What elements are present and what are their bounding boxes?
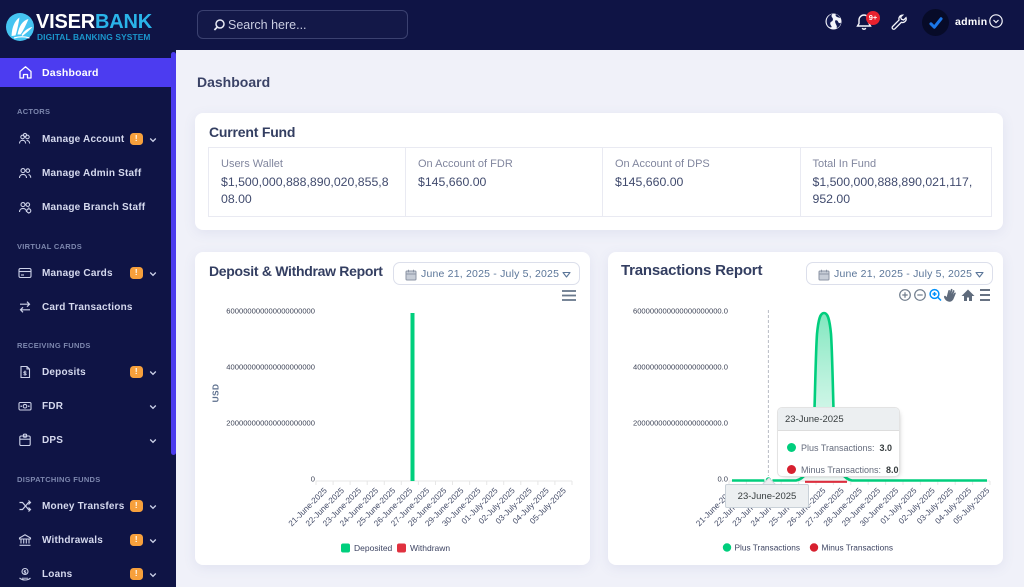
svg-text:600000000000000000000: 600000000000000000000 [226, 307, 315, 316]
svg-text:400000000000000000000.0: 400000000000000000000.0 [633, 363, 728, 372]
svg-text:Withdrawn: Withdrawn [410, 543, 450, 553]
svg-text:200000000000000000000.0: 200000000000000000000.0 [633, 419, 728, 428]
svg-text:200000000000000000000: 200000000000000000000 [226, 419, 315, 428]
svg-text:0: 0 [311, 475, 315, 484]
svg-text:USD: USD [211, 384, 221, 403]
svg-text:Plus Transactions: Plus Transactions [735, 543, 800, 553]
svg-text:400000000000000000000: 400000000000000000000 [226, 363, 315, 372]
svg-text:0.0: 0.0 [717, 475, 728, 484]
svg-text:Deposited: Deposited [354, 543, 393, 553]
svg-text:Minus Transactions: Minus Transactions [822, 543, 893, 553]
svg-text:600000000000000000000.0: 600000000000000000000.0 [633, 307, 728, 316]
